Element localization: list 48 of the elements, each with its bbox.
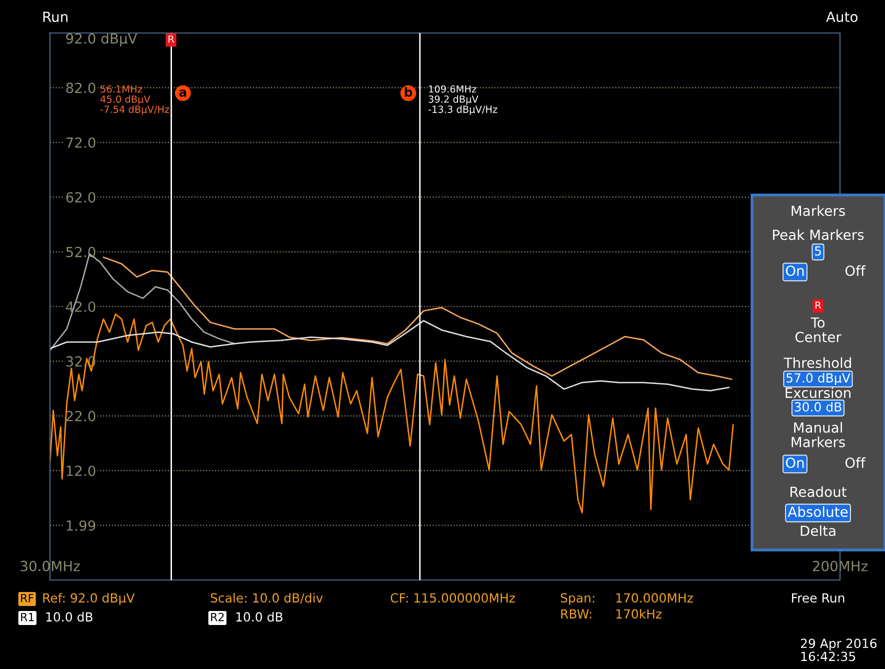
annotation: On	[786, 458, 804, 468]
text: RBW:	[561, 609, 592, 618]
ref-line-label: b	[404, 87, 412, 97]
annotation: 57.0 dBµV	[786, 372, 850, 386]
annotation: Peak Markers	[773, 229, 864, 240]
y-tick-label: 72.0	[66, 137, 96, 148]
y-tick-label: 12.0	[66, 466, 96, 476]
text: 170kHz	[616, 608, 662, 619]
annotation: To Center	[795, 317, 842, 342]
text: Ref: 92.0 dBµV	[43, 592, 135, 606]
text: Span:	[560, 593, 594, 606]
annotation: Excursion	[786, 387, 850, 398]
annotation: 56.1MHz 45.0 dBµV -7.54 dBµV/Hz	[100, 85, 170, 115]
annotation: Readout	[790, 486, 846, 498]
line-series	[50, 320, 730, 392]
annotation: 30.0 dB	[794, 402, 842, 412]
text: Scale: 10.0 dB/div	[210, 592, 323, 604]
annotation: Threshold	[784, 357, 851, 368]
annotation: Absolute	[788, 506, 848, 518]
annotation: R	[816, 302, 822, 309]
annotation: 5	[814, 246, 821, 256]
text: R2	[211, 612, 224, 622]
text: Free Run	[792, 593, 844, 603]
annotation: Markers	[792, 205, 845, 216]
line-series	[50, 313, 734, 514]
text: 29 Apr 2016 16:42:35	[800, 638, 876, 662]
annotation: On	[786, 266, 804, 276]
text: RF	[21, 594, 34, 602]
y-tick-label: 82.0	[66, 82, 96, 94]
y-tick-label: 1.99	[66, 520, 96, 531]
text: Auto	[826, 12, 858, 22]
text: Run	[43, 12, 68, 22]
text: 10.0 dB	[46, 612, 92, 622]
text: R1	[21, 612, 34, 622]
line-series	[102, 256, 732, 380]
y-tick-label: 92.0 dBµV	[66, 33, 138, 46]
y-tick-label: 62.0	[66, 192, 96, 203]
annotation: Manual Markers	[792, 422, 845, 448]
text: Off	[845, 457, 866, 468]
text: Off	[845, 265, 866, 276]
annotation: 109.6MHz 39.2 dBµV -13.3 dBµV/Hz	[428, 85, 498, 115]
annotation: R	[168, 36, 174, 43]
text: 10.0 dB	[236, 612, 282, 622]
y-tick-label: 52.0	[66, 246, 96, 258]
text: CF: 115.000000MHz	[390, 593, 515, 603]
ref-line-label: a	[179, 90, 186, 97]
text: 170.000MHz	[616, 593, 693, 603]
annotation: Delta	[800, 525, 836, 536]
